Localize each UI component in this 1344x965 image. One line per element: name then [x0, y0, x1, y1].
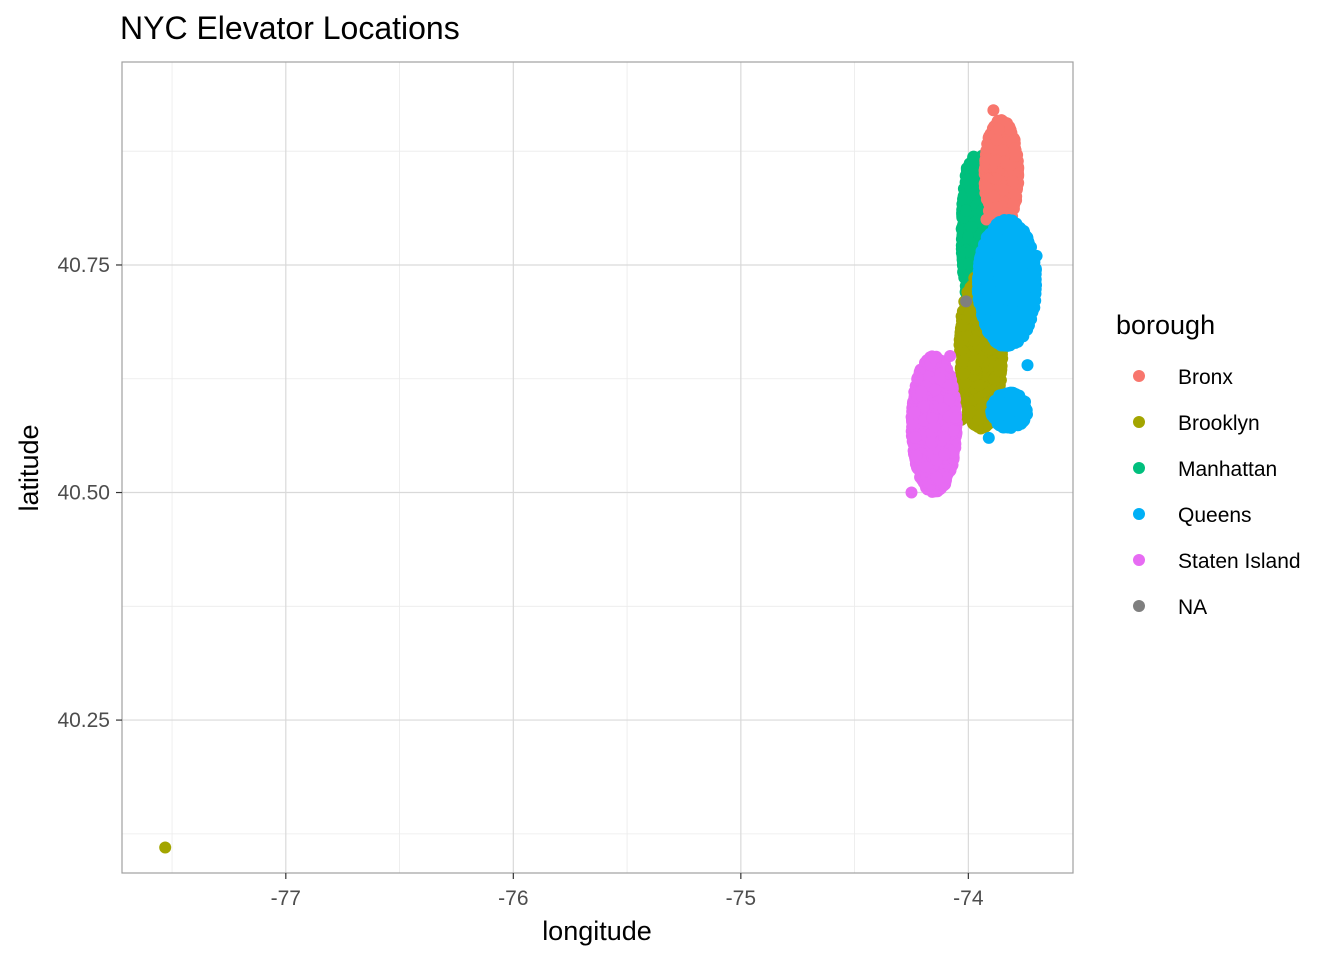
data-point — [991, 201, 1003, 213]
data-point — [957, 368, 969, 380]
chart-title: NYC Elevator Locations — [120, 10, 460, 46]
data-point — [1006, 215, 1018, 227]
data-point — [1014, 259, 1026, 271]
data-point — [1007, 332, 1019, 344]
data-point — [987, 104, 999, 116]
data-point — [982, 143, 994, 155]
data-point — [993, 123, 1005, 135]
data-point — [972, 284, 984, 296]
data-point — [962, 174, 974, 186]
data-point — [1011, 295, 1023, 307]
data-point — [993, 275, 1005, 287]
data-point — [984, 237, 996, 249]
data-point — [966, 221, 978, 233]
series-bronx — [979, 104, 1025, 234]
data-point — [995, 254, 1007, 266]
data-point — [994, 359, 1006, 371]
data-point — [981, 314, 993, 326]
data-point — [993, 315, 1005, 327]
data-point — [956, 320, 968, 332]
data-point — [960, 205, 972, 217]
data-point — [974, 379, 986, 391]
data-point — [962, 231, 974, 243]
data-point — [986, 325, 998, 337]
data-point — [992, 223, 1004, 235]
data-point — [967, 359, 979, 371]
data-point — [965, 405, 977, 417]
data-points — [159, 104, 1042, 853]
series-brooklyn — [159, 268, 1008, 853]
data-point — [957, 355, 969, 367]
data-point — [981, 182, 993, 194]
data-point — [968, 334, 980, 346]
data-point — [997, 184, 1009, 196]
data-point — [992, 295, 1004, 307]
data-point — [1007, 175, 1019, 187]
data-point — [159, 842, 171, 854]
data-point — [989, 155, 1001, 167]
data-point — [1023, 312, 1035, 324]
data-point — [997, 144, 1009, 156]
data-point — [1010, 150, 1022, 162]
data-point — [964, 246, 976, 258]
data-point — [1017, 272, 1029, 284]
data-point — [991, 134, 1003, 146]
data-point — [1004, 123, 1016, 135]
data-point — [1013, 228, 1025, 240]
data-point — [1010, 314, 1022, 326]
data-point — [1009, 189, 1021, 201]
data-point — [1022, 300, 1034, 312]
